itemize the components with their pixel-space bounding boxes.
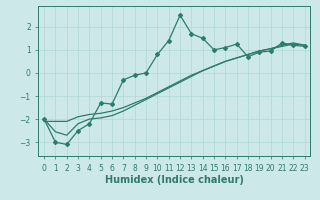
X-axis label: Humidex (Indice chaleur): Humidex (Indice chaleur) [105,175,244,185]
